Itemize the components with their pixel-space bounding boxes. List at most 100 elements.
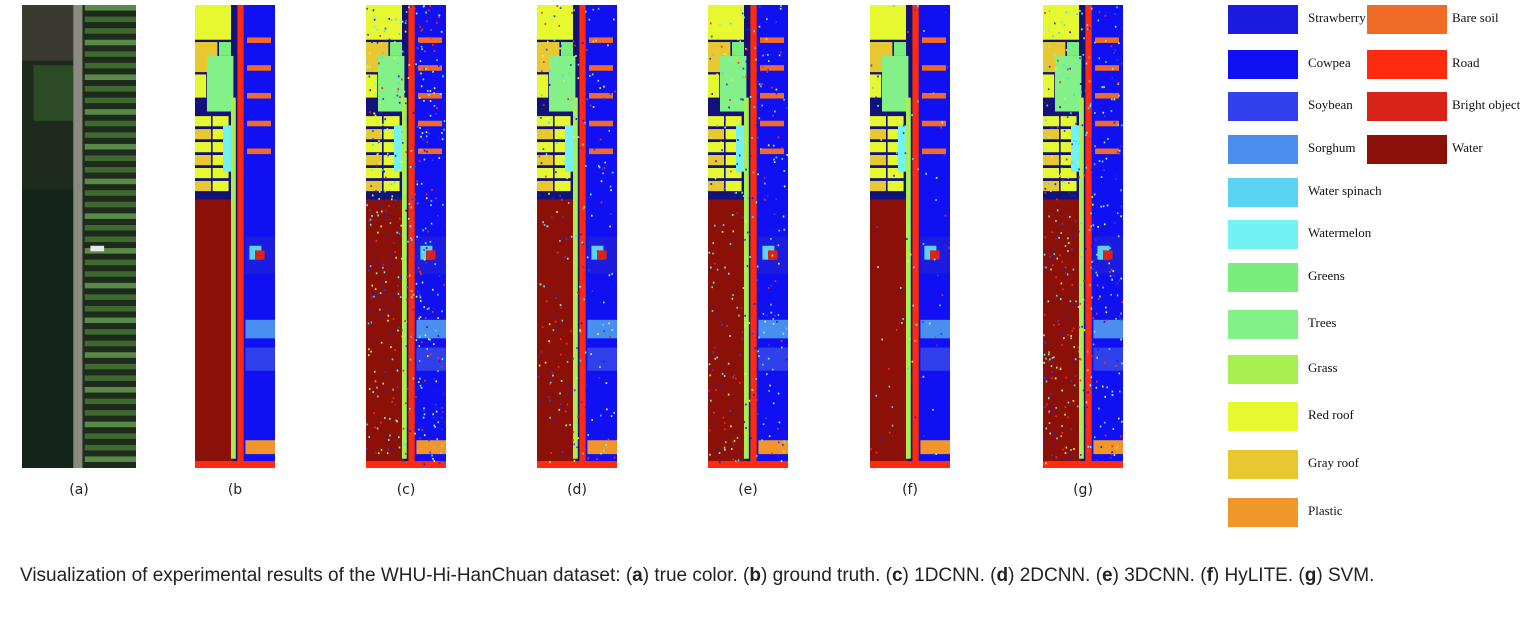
map-region [586,256,589,259]
map-region [1070,46,1072,49]
map-region [368,75,371,78]
map-region [741,12,744,15]
map-region [720,55,747,112]
map-region [920,319,950,339]
map-region [1118,42,1120,45]
map-region [612,171,614,174]
map-region [775,198,778,200]
map-region [769,239,772,241]
map-region [415,46,418,49]
map-region [587,248,589,251]
map-region [423,413,426,416]
map-region [1108,348,1111,350]
map-region [575,55,577,57]
map-region [1053,253,1056,256]
map-region [433,416,435,419]
map-region [384,118,386,121]
map-region [1079,83,1082,85]
map-region [751,216,754,219]
map-region [725,167,742,179]
map-region [397,367,400,370]
map-region [401,131,403,134]
map-region [389,417,391,420]
map-region [902,317,904,320]
map-region [575,118,578,120]
map-region [384,388,386,391]
map-region [762,423,765,426]
map-region [737,459,740,462]
map-region [1115,174,1118,177]
map-region [771,254,774,257]
map-region [758,25,761,28]
map-region [1107,138,1109,141]
map-region [366,180,382,192]
map-region [366,5,402,40]
map-region [908,337,911,340]
map-region [775,92,778,95]
map-region [396,199,399,202]
map-region [434,425,436,428]
map-region [769,384,771,387]
map-region [1043,167,1059,179]
map-region [383,290,385,293]
map-region [394,251,396,253]
map-region [748,233,751,236]
map-region [384,417,386,419]
map-region [732,458,735,461]
map-region [1066,77,1069,80]
map-region [742,195,745,198]
map-region [605,382,608,385]
map-region [367,354,370,357]
map-region [393,96,395,99]
map-region [870,155,886,166]
map-region [727,393,730,396]
map-region [410,454,413,456]
map-region [1117,417,1120,420]
map-region [373,25,376,28]
map-region [419,335,421,338]
map-region [372,130,374,132]
map-region [936,274,939,277]
map-region [551,131,553,134]
map-region [431,44,434,46]
map-region [879,437,882,440]
map-region [415,396,417,399]
map-region [247,37,271,43]
map-region [585,384,587,387]
map-region [710,145,713,148]
map-region [914,416,917,419]
map-region [732,440,735,443]
map-region [245,440,275,455]
map-region [780,460,783,462]
map-region [724,441,727,444]
map-region [1121,301,1123,304]
map-region [877,104,879,107]
map-region [1101,385,1104,388]
map-region [1059,368,1062,370]
map-region [548,323,551,326]
map-region [397,88,400,91]
map-region [429,114,432,117]
map-region [928,322,931,325]
map-region [1091,52,1094,55]
map-region [1088,307,1090,310]
map-region [559,392,561,395]
map-region [1075,140,1078,143]
map-region [729,22,732,25]
image-region [84,456,136,462]
map-region [195,116,211,127]
map-region [1118,34,1121,37]
map-region [567,202,570,204]
map-region [1115,281,1117,283]
map-region [559,47,561,50]
map-region [1093,440,1123,455]
map-region [610,171,613,174]
map-region [1095,120,1119,127]
map-region [399,217,401,220]
map-region [708,167,724,179]
map-region [1064,266,1067,269]
map-region [739,40,742,43]
map-region [392,396,395,399]
map-region [388,205,390,207]
map-region [1110,110,1113,112]
